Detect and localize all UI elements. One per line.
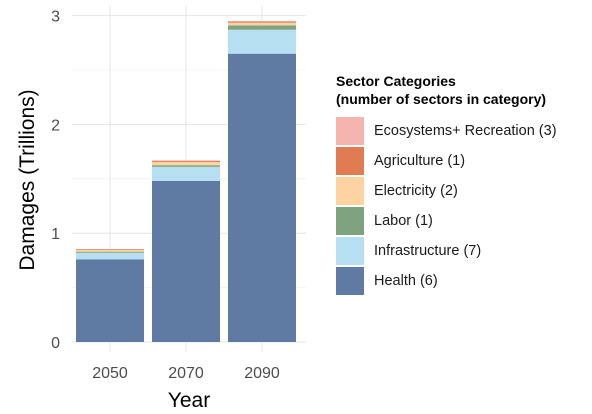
bar-segment [152,165,220,167]
bar-segment [76,248,144,250]
y-tick-label: 1 [51,226,60,243]
x-axis-ticks: 2050 2070 2090 [92,365,280,382]
bar-segment [152,160,220,162]
legend-title-line2: (number of sectors in category) [336,91,547,107]
bar-segment [152,166,220,181]
bars [76,21,296,343]
legend-item: Labor (1) [336,206,588,236]
bar-segment [228,29,296,54]
y-tick-label: 3 [51,9,60,26]
bar-segment [76,252,144,260]
x-tick-label: 2050 [92,365,128,382]
bar-segment [228,21,296,22]
legend-label: Labor (1) [374,213,433,229]
y-tick-label: 2 [51,117,60,134]
bar-segment [152,180,220,342]
x-tick-label: 2090 [244,365,280,382]
legend-swatch [336,207,364,235]
legend-item: Infrastructure (7) [336,236,588,266]
legend-swatch [336,237,364,265]
bar-segment [76,259,144,342]
legend-label: Electricity (2) [374,183,458,199]
legend-swatch [336,147,364,175]
bar-segment [76,251,144,253]
legend-items: Ecosystems+ Recreation (3) Agriculture (1… [336,116,588,296]
legend: Sector Categories (number of sectors in … [336,72,588,296]
legend-swatch [336,177,364,205]
legend-title-line1: Sector Categories [336,73,456,89]
legend-item: Electricity (2) [336,176,588,206]
legend-label: Agriculture (1) [374,153,466,169]
bar-segment [228,22,296,26]
bar-segment [228,53,296,343]
legend-title: Sector Categories (number of sectors in … [336,72,588,108]
y-tick-label: 0 [51,335,60,352]
bar-segment [228,21,296,23]
bar-segment [76,249,144,251]
bar-segment [228,25,296,30]
legend-swatch [336,267,364,295]
x-axis-title: Year [168,389,210,412]
legend-swatch [336,117,364,145]
legend-label: Infrastructure (7) [374,243,482,259]
legend-item: Agriculture (1) [336,146,588,176]
legend-item: Ecosystems+ Recreation (3) [336,116,588,146]
x-tick-label: 2070 [168,365,204,382]
legend-item: Health (6) [336,266,588,296]
bar-segment [152,160,220,161]
y-axis-title: Damages (Trillions) [16,89,39,270]
legend-label: Health (6) [374,273,438,289]
bar-segment [76,250,144,252]
y-axis-ticks: 0 1 2 3 [51,9,60,352]
bar-segment [152,161,220,166]
legend-label: Ecosystems+ Recreation (3) [374,123,557,139]
